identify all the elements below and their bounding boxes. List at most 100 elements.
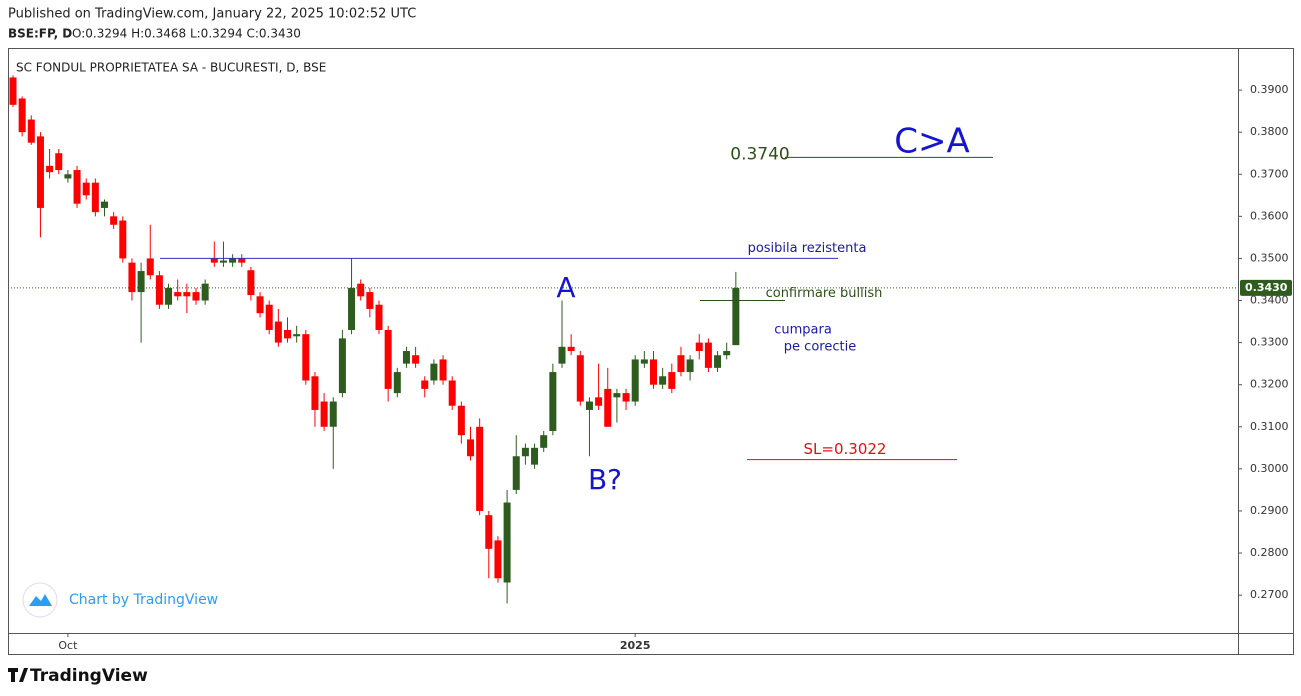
candle-body: [91, 182, 99, 213]
candle-body: [384, 329, 392, 389]
candle-body: [274, 321, 282, 343]
candle-body: [631, 359, 639, 402]
y-tick-label: 0.3100: [1250, 420, 1289, 433]
last-price-box: [1240, 279, 1292, 296]
candle-body: [55, 153, 63, 171]
candle-body: [613, 393, 621, 398]
candle-body: [485, 515, 493, 549]
candle-body: [457, 405, 465, 436]
y-tick-label: 0.3300: [1250, 336, 1289, 349]
candle-body: [430, 363, 438, 381]
candle-body: [320, 401, 328, 427]
candle-body: [27, 119, 35, 143]
candle-body: [329, 401, 337, 427]
candle-body: [521, 447, 529, 457]
y-tick-label: 0.3700: [1250, 167, 1289, 180]
candle-body: [174, 292, 182, 297]
candle-body: [704, 342, 712, 368]
candle-body: [183, 292, 191, 297]
candle-body: [256, 296, 264, 314]
candle-body: [357, 283, 365, 297]
candle-body: [549, 372, 557, 431]
candle-body: [36, 136, 44, 208]
candle-body: [439, 359, 447, 381]
annotation: pe corectie: [784, 340, 856, 355]
candle-body: [284, 329, 291, 339]
chart-title: SC FONDUL PROPRIETATEA SA - BUCURESTI, D…: [16, 61, 326, 75]
candle-body: [421, 380, 429, 389]
annotation: C>A: [894, 122, 970, 162]
candle-body: [659, 376, 667, 385]
candle-body: [540, 435, 548, 448]
y-tick-label: 0.2800: [1250, 546, 1289, 559]
candle-body: [695, 342, 703, 352]
candle-body: [640, 359, 648, 364]
annotation: confirmare bullish: [766, 286, 883, 301]
candle-body: [128, 262, 136, 293]
candle-body: [101, 201, 108, 208]
candle-body: [192, 292, 200, 301]
candle-body: [146, 258, 154, 276]
candle-body: [302, 334, 310, 381]
candle-body: [585, 401, 593, 410]
candle-body: [595, 397, 603, 406]
candle-body: [448, 380, 456, 406]
y-tick-label: 0.3000: [1250, 462, 1289, 475]
y-tick-label: 0.3600: [1250, 209, 1289, 222]
ohlc: O:0.3294 H:0.3468 L:0.3294 C:0.3430: [72, 27, 301, 41]
annotation: SL=0.3022: [804, 440, 887, 458]
candle-body: [137, 271, 145, 293]
candle-body: [686, 359, 694, 373]
candle-body: [229, 258, 237, 263]
y-tick-label: 0.3400: [1250, 294, 1289, 307]
candle-body: [494, 540, 502, 579]
candle-body: [119, 220, 127, 259]
candle-body: [650, 359, 657, 385]
candle-body: [567, 346, 575, 352]
last-price-label: 0.3430: [1245, 281, 1288, 294]
candle-body: [531, 447, 539, 465]
candle-body: [622, 393, 630, 402]
chart-frame: [8, 48, 1294, 655]
candle-body: [375, 304, 383, 330]
candle-body: [348, 287, 356, 330]
y-tick-label: 0.2700: [1250, 588, 1289, 601]
watermark-logo: [29, 594, 52, 606]
y-tick-label: 0.3200: [1250, 378, 1289, 391]
x-tick-label: Oct: [58, 639, 78, 652]
candle-body: [402, 351, 410, 364]
candle-body: [82, 182, 90, 196]
candle-body: [247, 270, 255, 296]
annotation: A: [556, 271, 575, 304]
candle-body: [73, 170, 81, 204]
candle-body: [311, 376, 319, 410]
candle-body: [467, 439, 474, 457]
y-tick-label: 0.2900: [1250, 504, 1289, 517]
candle-body: [412, 355, 420, 364]
candle-body: [219, 260, 227, 263]
candle-body: [503, 502, 511, 583]
candle-body: [9, 77, 17, 105]
candle-body: [366, 292, 374, 309]
candle-body: [46, 165, 54, 173]
symbol: BSE:FP, D: [8, 27, 72, 41]
published: Published on TradingView.com, January 22…: [8, 7, 416, 22]
candle-body: [558, 346, 566, 364]
candle-body: [293, 334, 301, 337]
candle-body: [732, 287, 740, 346]
annotation: cumpara: [774, 323, 832, 338]
footer-text: TradingView: [30, 666, 148, 686]
x-tick-label: 2025: [620, 639, 651, 652]
candle-body: [64, 174, 72, 179]
candle-body: [238, 258, 246, 263]
annotation: posibila rezistenta: [748, 241, 867, 256]
y-tick-label: 0.3500: [1250, 251, 1289, 264]
candle-body: [576, 355, 584, 402]
watermark: Chart by TradingView: [22, 582, 218, 618]
candle-body: [476, 426, 484, 511]
candle-body: [165, 287, 173, 305]
candle-body: [338, 338, 346, 394]
logo-icon: [8, 668, 28, 682]
y-tick-label: 0.3800: [1250, 125, 1289, 138]
